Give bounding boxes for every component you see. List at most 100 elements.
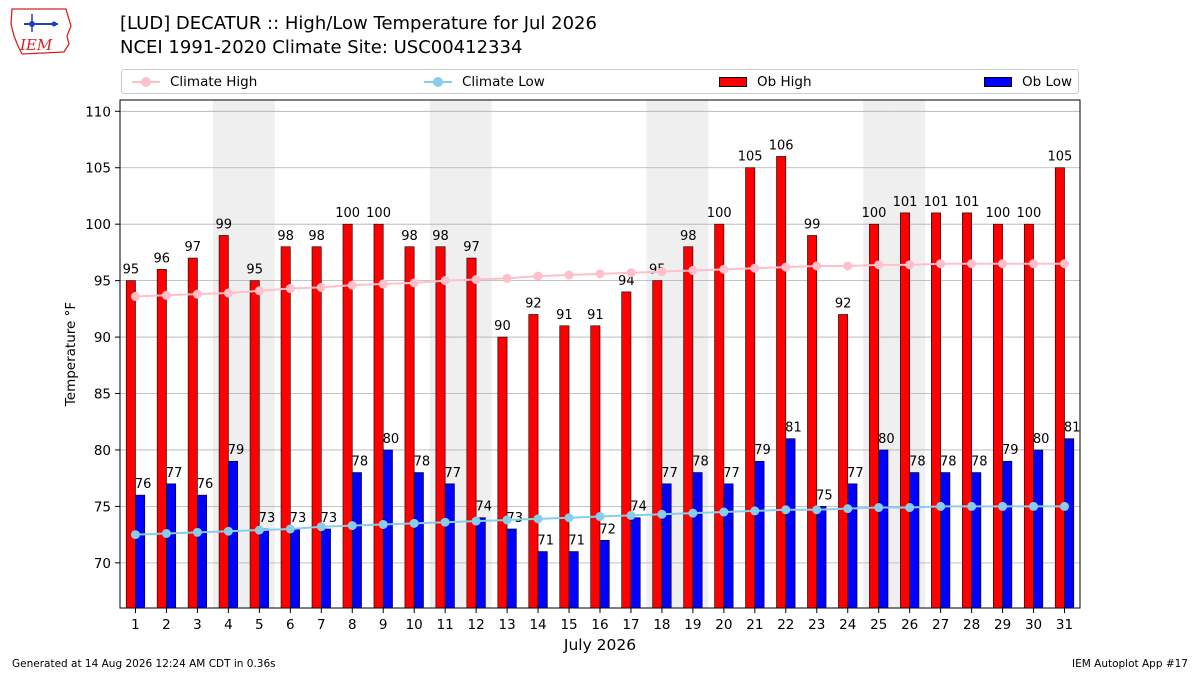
climate-high-point [719,264,729,274]
ob-high-label: 92 [525,296,542,311]
climate-low-point [471,516,481,526]
ob-high-label: 100 [707,206,732,221]
x-tick-label: 23 [808,617,825,633]
climate-high-point [657,267,667,277]
climate-low-point [719,507,729,517]
legend-item-ob-high: Ob High [719,73,812,91]
ob-low-label: 76 [135,477,152,492]
climate-low-point [657,509,667,519]
x-tick-label: 6 [286,617,295,633]
ob-low-bar [599,539,610,609]
ob-low-label: 77 [661,466,678,481]
ob-low-bar [475,517,486,609]
ob-high-bar [311,246,322,609]
ob-low-label: 71 [568,534,585,549]
ob-low-bar [847,483,858,609]
ob-low-label: 79 [1002,443,1019,458]
y-tick-label: 70 [94,556,111,572]
climate-high-point [192,289,202,299]
x-tick-label: 12 [468,617,485,633]
ob-high-label: 91 [587,308,604,323]
ob-high-label: 90 [494,319,511,334]
ob-low-bar [692,472,703,609]
ob-low-label: 71 [537,534,554,549]
climate-low-point [347,521,357,531]
x-tick-label: 18 [653,617,670,633]
y-tick-label: 85 [94,387,111,403]
ob-high-label: 98 [401,229,418,244]
y-axis-label: Temperature °F [63,302,79,407]
ob-high-label: 106 [769,138,794,153]
climate-high-point [564,270,574,280]
ob-low-label: 78 [692,455,709,470]
legend-item-climate-high: Climate High [132,73,257,91]
ob-low-label: 77 [445,466,462,481]
climate-low-point [1060,501,1070,511]
ob-high-label: 100 [1016,206,1041,221]
ob-low-label: 78 [352,455,369,470]
ob-low-bar [166,483,177,609]
climate-low-point [223,526,233,536]
climate-high-point [254,286,264,296]
ob-high-bar [807,235,818,609]
ob-low-label: 80 [383,432,400,447]
ob-low-bar [382,449,393,609]
ob-low-label: 77 [723,466,740,481]
y-tick-label: 100 [85,217,111,233]
climate-high-point [347,280,357,290]
climate-low-point [812,505,822,515]
y-tick-label: 80 [94,443,111,459]
climate-high-point [223,288,233,298]
ob-high-label: 105 [1047,150,1072,165]
ob-high-label: 97 [185,240,202,255]
ob-high-bar [559,325,570,609]
x-tick-label: 11 [437,617,454,633]
ob-high-bar [652,280,663,609]
ob-low-label: 80 [1033,432,1050,447]
x-axis-label: July 2026 [563,636,636,654]
ob-low-label: 78 [940,455,957,470]
legend-item-climate-low: Climate Low [424,73,545,91]
climate-high-point [502,273,512,283]
climate-low-point [285,524,295,534]
ob-low-label: 73 [290,511,307,526]
ob-high-label: 98 [308,229,325,244]
ob-low-bar [320,528,331,609]
ob-high-label: 95 [123,263,140,278]
ob-low-bar [723,483,734,609]
climate-high-point [595,269,605,279]
ob-high-label: 96 [154,251,171,266]
climate-low-point [874,503,884,513]
ob-high-bar [900,212,910,609]
x-tick-label: 29 [994,617,1011,633]
ob-low-bar [135,494,146,609]
ob-high-label: 98 [432,229,449,244]
ob-low-label: 75 [816,488,833,503]
x-tick-label: 30 [1025,617,1042,633]
logo-text: IEM [19,36,53,54]
ob-high-label: 91 [556,308,573,323]
climate-low-point [409,518,419,528]
legend: Climate High Climate Low Ob High Ob Low [121,69,1079,94]
x-tick-label: 22 [777,617,794,633]
ob-low-label: 74 [476,500,493,515]
x-tick-label: 1 [131,617,140,633]
climate-high-point [378,279,388,289]
ob-high-label: 99 [215,217,232,232]
climate-low-point [564,513,574,523]
climate-high-point [905,260,915,270]
x-tick-label: 7 [317,617,326,633]
climate-high-point [533,271,543,281]
ob-low-label: 77 [166,466,183,481]
ob-high-label: 97 [463,240,480,255]
x-tick-label: 15 [560,617,577,633]
ob-high-bar [528,314,539,609]
y-tick-label: 95 [94,274,111,290]
x-tick-label: 17 [622,617,639,633]
x-tick-label: 31 [1056,617,1073,633]
climate-low-point [595,512,605,522]
ob-high-bar [590,325,601,609]
ob-low-bar [940,472,951,609]
climate-high-point [688,265,698,275]
climate-high-point [626,268,636,278]
